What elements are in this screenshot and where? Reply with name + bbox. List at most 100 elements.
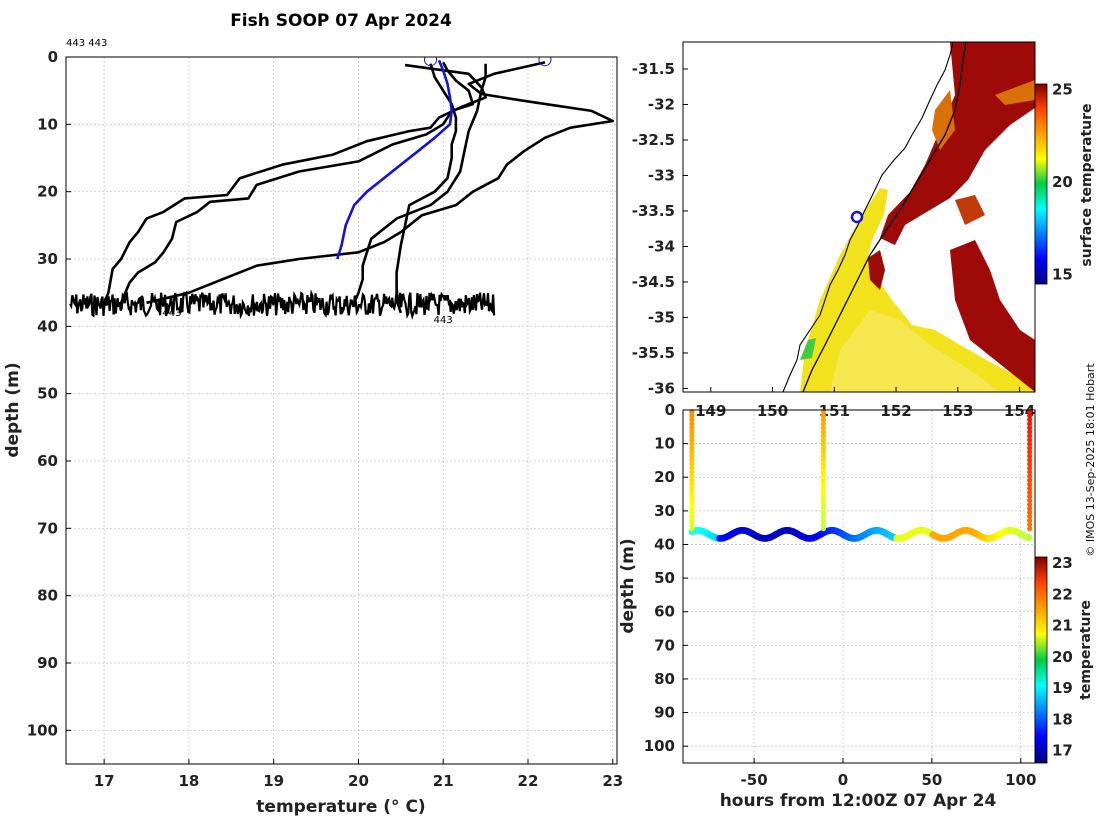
map-y-tick-label: -34 <box>648 237 675 255</box>
temperature-colorbar-tick-label: 22 <box>1052 585 1073 603</box>
cast-temperature-point <box>1027 465 1033 471</box>
cast-temperature-point <box>1027 421 1033 427</box>
sst-eddy-patch <box>955 195 985 225</box>
cast-temperature-point <box>1027 445 1033 451</box>
profile-bottom-label: 443 <box>162 308 181 319</box>
cast-temperature-point <box>689 501 695 508</box>
cast-temperature-point <box>820 473 827 479</box>
profile-line-profile-e <box>395 63 458 314</box>
cast-temperature-point <box>689 481 695 487</box>
cast-temperature-point <box>689 514 695 520</box>
map-y-tick-label: -31.5 <box>632 60 675 78</box>
cast-temperature-point <box>1027 509 1033 516</box>
time-depth-panel: -50 0 50 100 0 10 20 30 40 50 60 70 80 90 100 hours fr… <box>618 401 1094 811</box>
time-depth-y-tick-label: 80 <box>654 670 675 688</box>
cast-temperature-point <box>689 425 695 431</box>
cast-temperature-point <box>689 485 695 491</box>
cast-temperature-point <box>1027 449 1033 455</box>
cast-temperature-point <box>689 522 695 528</box>
cast-temperature-point <box>689 421 695 427</box>
cast-temperature-point <box>820 489 827 495</box>
map-station-marker <box>850 210 864 224</box>
cast-temperature-point <box>689 449 695 455</box>
cast-temperature-point <box>820 465 827 471</box>
time-depth-x-label: hours from 12:00Z 07 Apr 24 <box>720 791 997 811</box>
sst-eac-edge <box>932 90 955 150</box>
shelf-contour <box>802 42 967 392</box>
cast-temperature-point <box>689 493 695 499</box>
cast-temperature-point <box>820 501 827 508</box>
map-x-tick-label: 153 <box>942 402 973 420</box>
time-depth-y-tick-label: 70 <box>654 636 675 654</box>
cast-temperature-point <box>689 461 695 467</box>
profile-x-tick-label: 23 <box>602 772 623 790</box>
profile-x-tick-label: 21 <box>433 772 454 790</box>
time-depth-y-tick-label: 0 <box>665 401 675 419</box>
cast-temperature-point <box>689 453 695 459</box>
cast-temperature-point <box>1027 497 1033 503</box>
temperature-colorbar-label: temperature <box>1078 600 1094 700</box>
cast-temperature-point <box>1027 526 1033 532</box>
map-y-tick-label: -32 <box>648 95 675 113</box>
map-x-tick-label: 149 <box>695 402 726 420</box>
time-depth-y-label: depth (m) <box>618 538 638 633</box>
profile-y-tick-label: 80 <box>37 587 58 605</box>
temperature-colorbar-tick-label: 20 <box>1052 648 1073 666</box>
cast-temperature-point <box>689 518 695 524</box>
profile-y-tick-label: 20 <box>37 183 58 201</box>
sst-eac-band <box>880 42 1035 245</box>
cast-temperature-point <box>820 433 827 439</box>
cast-temperature-point <box>1027 457 1033 463</box>
map-y-tick-label: -35.5 <box>632 344 675 362</box>
cast-temperature-point <box>1027 518 1033 524</box>
time-depth-y-tick-label: 20 <box>654 468 675 486</box>
cast-temperature-point <box>820 461 827 467</box>
profile-start-marker <box>538 57 552 67</box>
cast-temperature-point <box>1027 514 1033 520</box>
sst-warm-eddy <box>950 240 1035 392</box>
profile-y-label: depth (m) <box>3 362 23 457</box>
map-x-tick-label: 152 <box>880 402 911 420</box>
cast-temperature-point <box>1027 429 1033 435</box>
profile-line-profile-c <box>146 61 615 305</box>
map-y-tick-label: -36 <box>648 379 675 397</box>
cast-temperature-point <box>689 497 695 503</box>
temperature-colorbar-tick-label: 19 <box>1052 679 1073 697</box>
cast-temperature-point <box>820 477 827 483</box>
cast-temperature-point <box>689 437 695 443</box>
cast-temperature-point <box>1027 461 1033 467</box>
profile-x-label: temperature (° C) <box>256 797 425 817</box>
time-depth-points <box>688 409 1033 542</box>
cast-temperature-point <box>820 514 827 520</box>
sst-colorbar-tick-label: 25 <box>1052 81 1073 99</box>
cast-temperature-point <box>820 453 827 459</box>
profile-axes-frame <box>65 56 618 765</box>
cast-temperature-point <box>1027 413 1033 419</box>
cast-temperature-point <box>1027 501 1033 508</box>
profile-y-tick-label: 60 <box>37 452 58 470</box>
profile-y-tick-label: 30 <box>37 250 58 268</box>
cast-temperature-point <box>1027 485 1033 491</box>
cast-temperature-point <box>820 509 827 516</box>
map-y-tick-label: -35 <box>648 308 675 326</box>
sst-map-panel: -31.5 -32 -32.5 -33 -33.5 -34 -34.5 -35 -35.5 -36… <box>632 41 1095 420</box>
time-depth-y-tick-label: 60 <box>654 603 675 621</box>
cast-temperature-point <box>1027 469 1033 475</box>
profile-lines: 443 443 <box>69 57 615 326</box>
cast-temperature-point <box>1027 437 1033 443</box>
profile-y-tick-label: 10 <box>37 115 58 133</box>
cast-temperature-point <box>1027 493 1033 499</box>
temperature-colorbar-tick-label: 21 <box>1052 617 1073 635</box>
cast-temperature-point <box>820 481 827 487</box>
time-depth-x-tick-label: -50 <box>741 771 768 789</box>
time-depth-x-tick-label: 100 <box>1005 771 1036 789</box>
cast-temperature-point <box>689 413 695 419</box>
copyright-notice: © IMOS 13-Sep-2025 18:01 Hobart <box>1084 363 1097 557</box>
cast-temperature-point <box>1027 522 1033 528</box>
map-y-tick-label: -32.5 <box>632 131 675 149</box>
cast-temperature-point <box>1027 417 1033 423</box>
sst-colorbar-tick-label: 15 <box>1052 266 1073 284</box>
figure-title: Fish SOOP 07 Apr 2024 <box>230 11 452 31</box>
temperature-colorbar-ticks: 23 22 21 20 19 18 17 <box>1052 554 1073 759</box>
cast-temperature-point <box>820 417 827 423</box>
